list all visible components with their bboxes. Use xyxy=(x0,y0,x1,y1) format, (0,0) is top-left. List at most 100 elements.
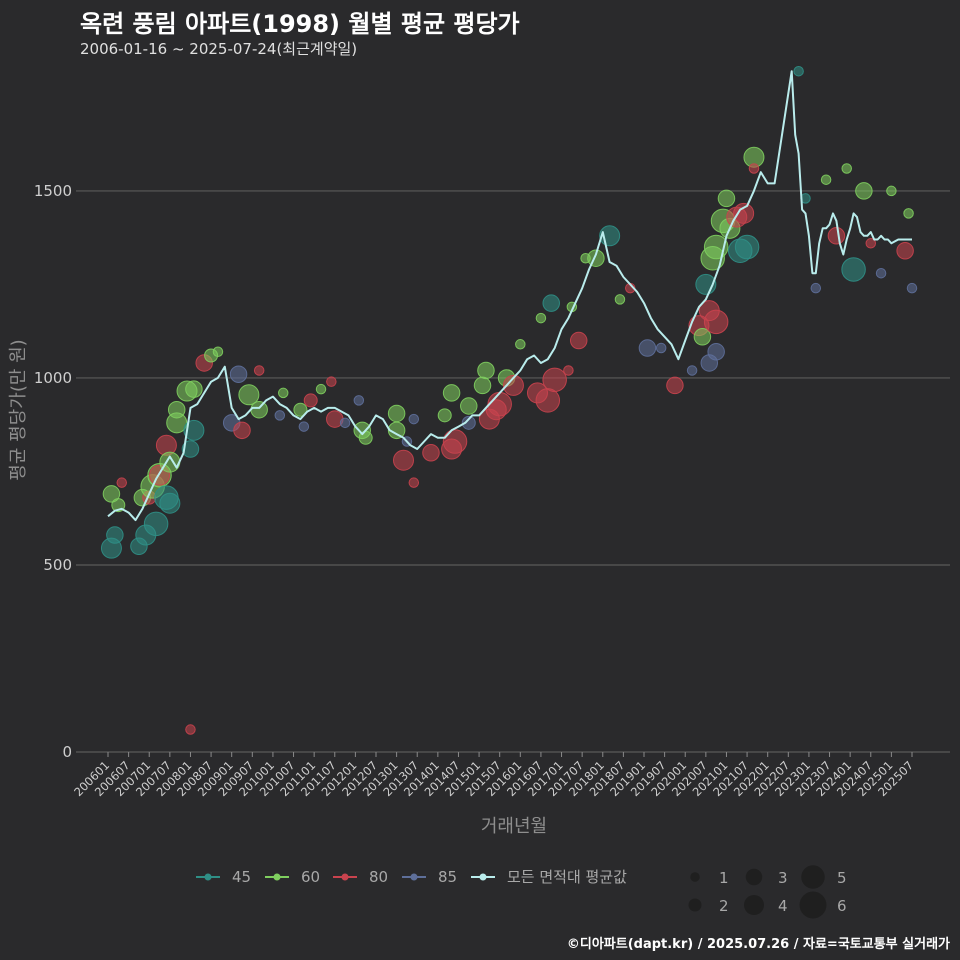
legend-size-dot-1 xyxy=(690,872,700,882)
scatter-point-80-48 xyxy=(408,477,420,488)
legend-label-avg: 모든 면적대 평균값 xyxy=(507,868,627,886)
scatter-point-45-107 xyxy=(841,257,866,282)
x-axis-ticks: 2006012006072007012007072008012008072009… xyxy=(71,752,916,799)
scatter-point-45-1 xyxy=(106,526,124,544)
scatter-point-60-31 xyxy=(250,400,268,419)
legend-size-dot-6 xyxy=(799,891,827,919)
scatter-point-60-23 xyxy=(185,380,203,398)
scatter-point-60-84 xyxy=(693,328,712,346)
scatter-point-80-39 xyxy=(326,376,337,387)
scatter-point-80-47 xyxy=(392,449,414,471)
scatter-point-80-73 xyxy=(563,365,574,376)
scatter-point-60-65 xyxy=(515,339,526,350)
scatter-point-85-41 xyxy=(339,417,351,429)
scatter-point-80-112 xyxy=(896,242,914,260)
scatter-point-60-38 xyxy=(315,383,327,395)
scatter-point-80-4 xyxy=(116,477,127,488)
scatter-point-85-44 xyxy=(353,395,365,406)
scatter-point-60-35 xyxy=(293,402,308,417)
scatter-point-85-34 xyxy=(274,410,286,421)
scatter-point-60-2 xyxy=(102,485,121,503)
scatter-point-60-53 xyxy=(442,384,461,402)
scatter-point-85-79 xyxy=(638,339,657,357)
legend-size-dot-5 xyxy=(801,865,825,889)
scatter-point-80-32 xyxy=(253,365,265,376)
y-axis-ticks: 0 500 1000 1500 xyxy=(34,182,72,761)
scatter-point-85-89 xyxy=(707,343,725,361)
scatter-point-85-57 xyxy=(461,415,476,430)
legend-marker-60 xyxy=(273,873,281,881)
legend-label-45: 45 xyxy=(232,868,251,886)
legend-size-label-3: 3 xyxy=(778,869,788,887)
legend-size-label-5: 5 xyxy=(837,869,847,887)
legend-marker-avg xyxy=(479,873,487,881)
y-axis-title: 평균 평당가(만 원) xyxy=(8,339,29,480)
scatter-point-80-68 xyxy=(542,367,567,393)
legend-marker-45 xyxy=(204,873,212,881)
scatter-point-60-62 xyxy=(473,376,492,395)
scatter-point-45-9 xyxy=(143,511,169,537)
average-line-group xyxy=(107,70,912,522)
scatter-point-60-33 xyxy=(277,387,289,399)
y-tick-label-1000: 1000 xyxy=(34,369,72,387)
scatter-point-80-51 xyxy=(422,444,440,462)
scatter-point-60-45 xyxy=(387,404,406,423)
scatter-point-60-93 xyxy=(717,189,736,208)
scatter-point-60-18 xyxy=(167,400,186,419)
scatter-point-60-106 xyxy=(841,163,852,174)
y-tick-label-1500: 1500 xyxy=(34,182,72,200)
scatter-point-45-21 xyxy=(183,419,205,441)
scatter-point-80-72 xyxy=(569,331,588,350)
scatter-point-85-82 xyxy=(686,365,698,376)
scatter-point-60-30 xyxy=(238,384,260,406)
scatter-point-60-26 xyxy=(212,346,224,358)
scatter-point-60-61 xyxy=(477,361,495,380)
y-tick-label-500: 500 xyxy=(43,556,72,574)
scatter-point-45-69 xyxy=(542,294,560,312)
scatter-point-80-105 xyxy=(827,227,846,245)
scatter-point-45-15 xyxy=(159,492,181,514)
scatter-point-80-81 xyxy=(666,376,684,395)
legend-size-dot-3 xyxy=(745,868,763,886)
scatter-point-60-104 xyxy=(820,174,832,185)
scatter-points xyxy=(100,65,918,735)
scatter-point-60-70 xyxy=(535,312,547,324)
scatter-point-85-37 xyxy=(298,421,310,432)
scatter-point-80-36 xyxy=(303,393,318,408)
legend-size-label-6: 6 xyxy=(837,897,847,915)
scatter-point-80-55 xyxy=(441,438,463,460)
scatter-point-45-20 xyxy=(181,440,200,458)
scatter-point-85-114 xyxy=(906,282,918,294)
chart-subtitle: 2006-01-16 ~ 2025-07-24(최근계약일) xyxy=(80,40,358,58)
y-tick-label-0: 0 xyxy=(62,743,72,761)
scatter-point-85-27 xyxy=(229,365,248,383)
scatter-point-60-77 xyxy=(614,294,626,305)
scatter-point-85-110 xyxy=(875,267,887,279)
scatter-point-85-50 xyxy=(408,413,420,425)
scatter-point-80-87 xyxy=(703,309,729,335)
legend-marker-80 xyxy=(341,873,349,881)
scatter-point-85-80 xyxy=(655,342,667,354)
scatter-point-80-98 xyxy=(726,206,748,228)
scatter-point-45-101 xyxy=(793,65,804,77)
legend-size-label-4: 4 xyxy=(778,897,788,915)
scatter-point-60-52 xyxy=(437,408,452,423)
scatter-point-60-46 xyxy=(387,421,406,440)
grid-lines xyxy=(76,190,950,753)
legend-size-dot-2 xyxy=(688,898,702,912)
average-line xyxy=(107,70,912,522)
legend-label-60: 60 xyxy=(301,868,320,886)
legend-size-dot-4 xyxy=(744,895,764,915)
scatter-point-80-109 xyxy=(865,238,877,249)
legend-marker-85 xyxy=(410,873,418,881)
x-axis-title: 거래년월 xyxy=(481,816,547,837)
legend-size-label-2: 2 xyxy=(719,897,729,915)
scatter-point-80-100 xyxy=(748,163,760,174)
scatter-point-85-103 xyxy=(810,282,822,294)
scatter-point-80-29 xyxy=(233,421,251,440)
scatter-point-45-96 xyxy=(734,234,760,260)
legend-label-85: 85 xyxy=(438,868,457,886)
scatter-point-80-22 xyxy=(185,724,196,735)
